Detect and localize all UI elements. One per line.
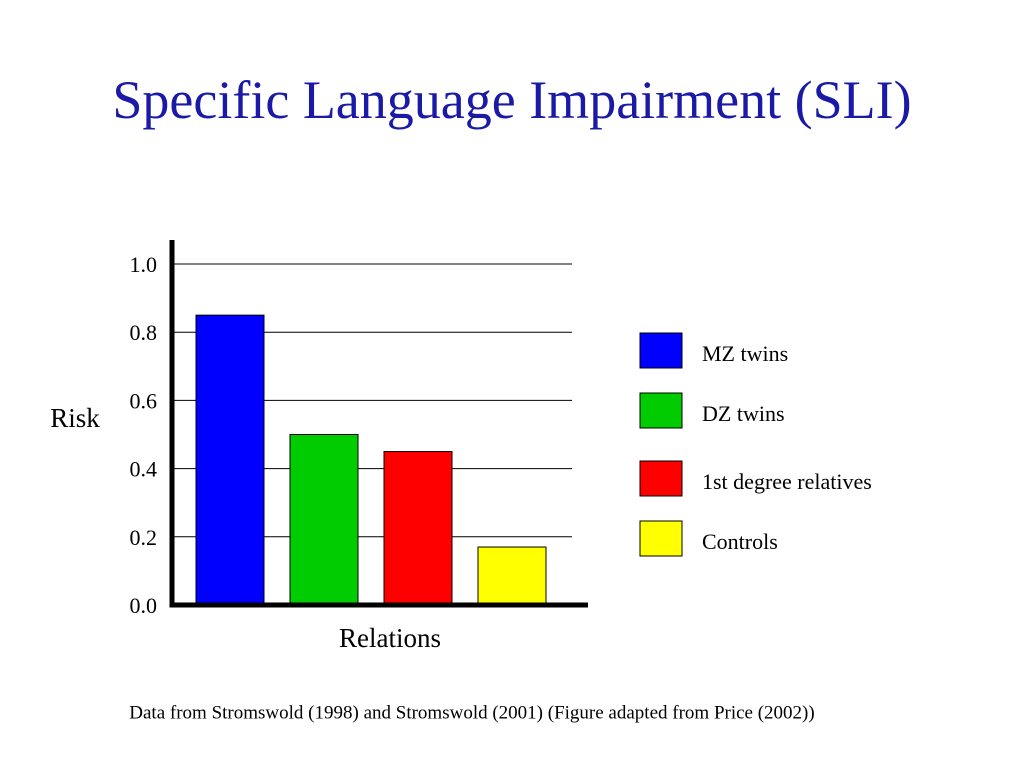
y-tick-label: 0.8 (130, 320, 158, 345)
legend-label: 1st degree relatives (702, 469, 872, 494)
y-tick-label: 0.4 (130, 457, 158, 482)
y-tick-label: 1.0 (130, 252, 158, 277)
bar (289, 434, 359, 606)
chart-title: Specific Language Impairment (SLI) (112, 70, 912, 130)
bar (477, 546, 547, 606)
legend-swatch (639, 332, 683, 369)
bar (195, 314, 265, 606)
legend-swatch (639, 392, 683, 429)
footnote: Data from Stromswold (1998) and Stromswo… (129, 702, 814, 723)
x-axis-label: Relations (339, 623, 441, 653)
y-tick-label: 0.2 (130, 525, 158, 550)
legend-swatch (639, 520, 683, 557)
y-tick-label: 0.0 (130, 593, 158, 618)
y-axis-label: Risk (50, 403, 100, 433)
legend-swatch (639, 460, 683, 497)
bar (383, 451, 453, 606)
legend-label: DZ twins (702, 401, 785, 426)
y-tick-label: 0.6 (130, 388, 158, 413)
legend-label: Controls (702, 529, 778, 554)
legend-label: MZ twins (702, 341, 788, 366)
